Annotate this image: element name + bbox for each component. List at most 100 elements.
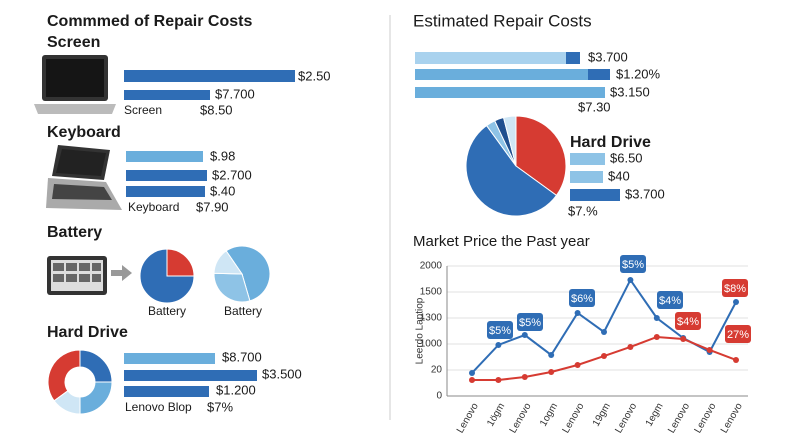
annotation: $5% — [519, 317, 541, 329]
y-tick-label: 20 — [431, 365, 443, 376]
label: $1.20% — [616, 66, 661, 81]
label: $7.30 — [578, 99, 611, 114]
label: $.98 — [210, 148, 235, 163]
point — [680, 335, 687, 342]
caption: Keyboard — [128, 200, 179, 214]
point — [706, 346, 713, 353]
label: $6.50 — [610, 150, 643, 165]
y-tick-label: 1300 — [420, 313, 443, 324]
label: $3.150 — [610, 84, 650, 99]
bar — [124, 386, 209, 397]
x-tick-label: Lenovo — [719, 401, 745, 434]
x-tick-label: 1egm — [644, 401, 666, 428]
heading: Screen — [47, 34, 100, 51]
heading: Keyboard — [47, 124, 121, 141]
pie-slice — [213, 250, 243, 275]
bar — [124, 70, 295, 82]
point — [548, 351, 555, 358]
label: $3.700 — [625, 186, 665, 201]
annotation-box — [725, 325, 751, 343]
caption: $8.50 — [200, 102, 233, 117]
title: Estimated Repair Costs — [413, 11, 592, 30]
annotation: $4% — [659, 295, 681, 307]
title: Commmed of Repair Costs — [47, 13, 252, 30]
caption: Lenovo Blop — [125, 400, 192, 414]
bar — [570, 189, 620, 201]
bar — [566, 52, 580, 64]
point — [495, 377, 502, 384]
bar — [124, 370, 257, 381]
point — [495, 341, 502, 348]
annotation: 27% — [727, 329, 749, 341]
annotation-box — [517, 313, 543, 331]
annotation-box — [569, 289, 595, 307]
label: $8.700 — [222, 349, 262, 364]
caption: $7% — [207, 399, 233, 414]
point — [548, 369, 555, 376]
point — [521, 374, 528, 381]
annotation: $5% — [489, 325, 511, 337]
x-tick-label: Lenovo — [693, 401, 719, 434]
point — [733, 299, 739, 306]
x-tick-label: Lenovo — [508, 401, 534, 434]
bar — [570, 153, 605, 165]
x-tick-label: Lenovo — [666, 401, 692, 434]
laptop-icon — [46, 145, 122, 210]
label: $7.% — [568, 203, 598, 218]
x-tick-label: 19gm — [591, 401, 613, 428]
caption: Battery — [224, 304, 262, 318]
y-axis-label: Leerdo Laptiop — [415, 297, 426, 364]
pie-slice — [225, 245, 271, 302]
chart-title: Market Price the Past year — [413, 233, 590, 250]
annotation: $6% — [571, 293, 593, 305]
label: $2.700 — [212, 167, 252, 182]
point — [574, 309, 581, 316]
point — [574, 361, 581, 368]
label: $1.200 — [216, 382, 256, 397]
annotation: $5% — [622, 259, 644, 271]
caption: Battery — [148, 304, 186, 318]
battery-icon — [47, 256, 132, 295]
annotation-box — [657, 291, 683, 309]
bar — [415, 52, 580, 64]
pie-slice — [213, 272, 251, 303]
point — [521, 332, 528, 339]
heading: Hard Drive — [47, 324, 128, 341]
point — [653, 333, 660, 340]
point — [653, 315, 660, 321]
point — [733, 356, 739, 363]
heading: Hard Drive — [570, 134, 651, 151]
y-tick-label: 0 — [436, 391, 442, 402]
bar — [126, 151, 203, 162]
bar — [126, 170, 207, 181]
point — [469, 369, 475, 376]
pie-slice — [502, 115, 517, 167]
caption: $7.90 — [196, 199, 229, 214]
laptop-icon — [34, 55, 116, 114]
label: $7.700 — [215, 86, 255, 101]
bar — [124, 353, 215, 364]
label: $2.50 — [298, 68, 331, 83]
bar — [588, 69, 610, 80]
point — [627, 276, 634, 283]
pie-slice — [139, 248, 195, 304]
annotation-box — [487, 321, 513, 339]
x-tick-label: Lenovo — [613, 401, 639, 434]
bar — [126, 186, 205, 197]
pie-slice — [166, 248, 195, 277]
y-tick-label: 2000 — [420, 261, 443, 272]
x-tick-label: 1ögm — [485, 401, 507, 428]
annotation-box — [620, 255, 646, 273]
annotation: $4% — [677, 316, 699, 328]
pie-slice — [79, 381, 113, 415]
label: $3.500 — [262, 366, 302, 381]
bar — [570, 171, 603, 183]
label: $.40 — [210, 183, 235, 198]
annotation: $8% — [724, 283, 746, 295]
annotation-box — [722, 279, 748, 297]
y-tick-label: 1000 — [420, 339, 443, 350]
x-tick-label: Lenovo — [561, 401, 587, 434]
pie-slice — [79, 349, 113, 383]
pie-slice — [53, 390, 81, 415]
